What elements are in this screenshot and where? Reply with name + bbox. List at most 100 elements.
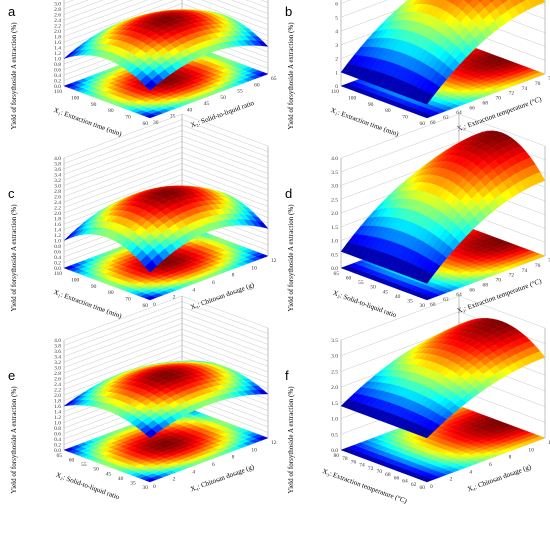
z-tick-label: 1.5	[331, 225, 338, 231]
response-surface	[340, 130, 546, 284]
z-gridline	[63, 130, 269, 175]
z-tick-label: 2.4	[54, 382, 61, 388]
z-tick-label: 1.0	[54, 421, 61, 427]
x-tick-label: 90	[91, 102, 97, 108]
y-tick-label: 6	[212, 462, 215, 468]
z-tick-label: 3.0	[54, 366, 61, 372]
x-tick-label: 62	[411, 482, 417, 488]
z-axis-label: Yield of forsythoside A extraction (%)	[287, 204, 295, 312]
x-tick-label: 70	[377, 469, 383, 475]
z-tick-label: 4.0	[331, 156, 338, 162]
z-tick-label: 2.2	[54, 206, 61, 212]
y-tick-label: 72	[509, 91, 515, 97]
z-gridline	[340, 0, 546, 18]
z-gridline	[63, 312, 269, 357]
z-tick-label: 1.2	[54, 233, 61, 239]
y-axis-label: X₄: Chitosan dosage (g)	[189, 463, 255, 494]
z-gridline	[63, 323, 269, 368]
y-tick-label: 2	[450, 477, 453, 483]
x-tick-label: 60	[143, 121, 149, 127]
y-tick-label: 66	[469, 105, 475, 111]
x-tick-label: 65	[57, 453, 63, 459]
z-axis-label: Yield of forsythoside A extraction (%)	[287, 386, 295, 494]
response-surface	[340, 318, 546, 439]
x-tick-label: 66	[394, 475, 400, 481]
z-tick-label: 0.8	[54, 426, 61, 432]
z-tick-label: 2.0	[54, 211, 61, 217]
x-tick-label: 100	[71, 95, 80, 101]
z-tick-label: 3.2	[54, 360, 61, 366]
x-tick-label: 68	[385, 472, 391, 478]
z-tick-label: 3.4	[54, 355, 61, 361]
y-axis-label: X₄: Chitosan dosage (g)	[189, 281, 255, 312]
z-tick-label: 1.8	[54, 217, 61, 223]
z-tick-label: 2.0	[331, 211, 338, 217]
z-tick-label: 6	[335, 2, 338, 8]
y-tick-label: 8	[509, 455, 512, 461]
x-tick-label: 80	[334, 453, 340, 459]
z-tick-label: 0.2	[54, 79, 61, 85]
y-tick-label: 50	[220, 95, 226, 101]
z-tick-label: 0.2	[54, 261, 61, 267]
contour-cell	[256, 72, 269, 77]
z-gridline	[63, 124, 269, 170]
z-gridline	[63, 0, 269, 32]
z-tick-label: 2.6	[54, 13, 61, 19]
x-tick-label: 78	[342, 456, 348, 462]
z-gridline	[63, 146, 269, 192]
y-tick-label: 4	[469, 469, 472, 475]
panel-label: c	[8, 186, 15, 201]
z-tick-label: 0.8	[54, 244, 61, 250]
panel-d: d 0.0 0.5 1.0 1.5 2.0 2.5 3.0 3.5 4.0 65 60 55 50 45 40…	[285, 113, 550, 320]
panel-label: d	[285, 186, 292, 201]
contour-cell	[256, 254, 269, 259]
x-tick-label: 80	[385, 108, 391, 114]
z-tick-label: 3.8	[54, 162, 61, 168]
z-tick-label: 1.4	[54, 228, 61, 234]
y-tick-label: 74	[522, 268, 528, 274]
z-tick-label: 2.2	[54, 24, 61, 30]
z-tick-label: 1.0	[54, 239, 61, 245]
x-tick-label: 80	[108, 290, 114, 296]
x-tick-label: 76	[351, 459, 357, 465]
x-tick-label: 45	[106, 471, 112, 477]
z-axis-label: Yield of forsythoside A extraction (%)	[10, 22, 18, 130]
y-tick-label: 30	[153, 120, 159, 126]
z-gridline	[63, 0, 269, 21]
x-tick-label: 80	[108, 108, 114, 114]
z-tick-label: 2.6	[54, 377, 61, 383]
x-tick-label: 90	[91, 284, 97, 290]
z-tick-label: 0.0	[54, 266, 61, 272]
y-tick-label: 60	[254, 82, 260, 88]
z-tick-label: 0.5	[331, 432, 338, 438]
x-tick-label: 45	[383, 289, 389, 295]
x-tick-label: 40	[395, 294, 401, 300]
y-tick-label: 70	[496, 96, 502, 102]
x-tick-label: 65	[334, 271, 340, 277]
z-tick-label: 0.0	[331, 266, 338, 272]
y-tick-label: 64	[456, 110, 462, 116]
y-tick-label: 60	[430, 120, 436, 126]
z-tick-label: 2.4	[54, 18, 61, 24]
z-axis-label: Yield of forsythoside A extraction (%)	[10, 386, 18, 494]
y-tick-label: 2	[173, 295, 176, 301]
surface-cell	[145, 260, 157, 273]
panel-e: e0.00.20.40.60.81.01.21.41.61.82.02.22.4…	[8, 295, 277, 502]
x-tick-label: 70	[402, 115, 408, 121]
y-axis-label: X₂: Solid-to-liquid ratio	[189, 99, 255, 130]
z-tick-label: 3.2	[54, 178, 61, 184]
z-tick-label: 0.4	[54, 255, 61, 261]
x-tick-label: 72	[368, 466, 374, 472]
x-tick-label: 55	[81, 462, 87, 468]
z-tick-label: 2.5	[331, 197, 338, 203]
z-tick-label: 1.4	[54, 46, 61, 52]
x-tick-label: 100	[348, 95, 357, 101]
y-tick-label: 40	[187, 107, 193, 113]
y-tick-label: 72	[509, 273, 515, 279]
z-tick-label: 2.8	[54, 7, 61, 13]
z-tick-label: 2.6	[54, 195, 61, 201]
y-tick-label: 68	[482, 100, 488, 106]
z-gridline	[63, 317, 269, 363]
panel-f: f0.00.51.01.52.02.53.03.5807876747270686…	[285, 295, 550, 505]
